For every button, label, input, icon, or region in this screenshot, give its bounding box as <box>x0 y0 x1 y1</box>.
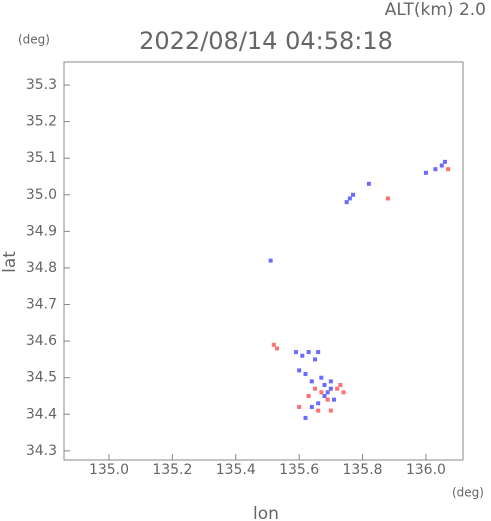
y-tick-label: 34.9 <box>26 223 57 239</box>
x-tick-label: 135.4 <box>216 462 256 478</box>
echo-point <box>303 372 308 377</box>
altitude-label: ALT(km) 2.0 <box>385 0 486 20</box>
y-tick-label: 35.2 <box>26 114 57 130</box>
echo-point <box>366 181 371 186</box>
echo-point <box>319 390 324 395</box>
echo-point <box>385 196 390 201</box>
echo-point <box>328 379 333 384</box>
echo-point <box>335 386 340 391</box>
echo-point <box>328 408 333 413</box>
echo-point <box>309 404 314 409</box>
echo-point <box>322 383 327 388</box>
echo-point <box>332 397 337 402</box>
echo-point <box>297 404 302 409</box>
y-unit: (deg) <box>18 33 50 47</box>
echo-point <box>293 350 298 355</box>
echo-point <box>328 386 333 391</box>
echo-point <box>338 383 343 388</box>
echo-point <box>316 350 321 355</box>
echo-point <box>341 390 346 395</box>
echo-point <box>344 200 349 205</box>
y-tick-label: 34.4 <box>26 406 57 422</box>
echo-point <box>303 415 308 420</box>
plot-frame <box>63 61 464 461</box>
echo-point <box>446 167 451 172</box>
echo-point <box>325 397 330 402</box>
echo-point <box>316 401 321 406</box>
echo-point <box>322 393 327 398</box>
echo-point <box>439 163 444 168</box>
echo-point <box>309 379 314 384</box>
echo-point <box>319 375 324 380</box>
echo-point <box>274 346 279 351</box>
y-tick-label: 35.0 <box>26 187 57 203</box>
echo-point <box>268 258 273 263</box>
echo-point <box>423 170 428 175</box>
x-tick-label: 135.0 <box>89 462 129 478</box>
echo-point <box>316 408 321 413</box>
x-tick-label: 136.0 <box>406 462 446 478</box>
echo-point <box>312 386 317 391</box>
y-tick-label: 34.7 <box>26 297 57 313</box>
echo-point <box>306 350 311 355</box>
echo-point <box>325 390 330 395</box>
x-tick-label: 135.6 <box>279 462 319 478</box>
x-tick-label: 135.2 <box>152 462 192 478</box>
y-axis-label: lat <box>0 251 20 273</box>
echo-point <box>312 357 317 362</box>
y-tick-label: 35.1 <box>26 150 57 166</box>
echo-point <box>351 192 356 197</box>
echo-point <box>297 368 302 373</box>
chart-title: 2022/08/14 04:58:18 <box>139 27 393 55</box>
y-tick-label: 34.3 <box>26 443 57 459</box>
echo-point <box>271 342 276 347</box>
y-tick-label: 35.3 <box>26 77 57 93</box>
echo-point <box>347 196 352 201</box>
echo-point <box>300 353 305 358</box>
y-tick-label: 34.8 <box>26 260 57 276</box>
y-tick-label: 34.5 <box>26 370 57 386</box>
x-unit: (deg) <box>452 486 484 500</box>
x-axis-label: lon <box>253 504 279 521</box>
echo-point <box>433 167 438 172</box>
y-tick-label: 34.6 <box>26 333 57 349</box>
echo-point <box>306 393 311 398</box>
x-tick-label: 135.8 <box>342 462 382 478</box>
echo-point <box>442 159 447 164</box>
